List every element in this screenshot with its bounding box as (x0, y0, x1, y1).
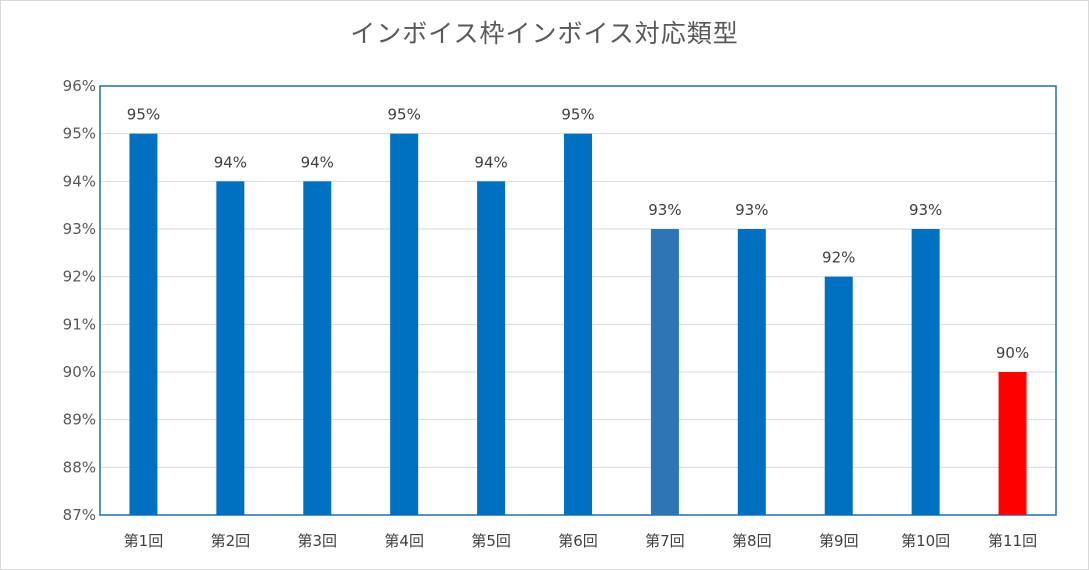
data-label: 94% (301, 153, 334, 171)
x-tick-label: 第10回 (901, 532, 950, 550)
bar (564, 133, 592, 515)
y-tick-label: 91% (63, 315, 96, 333)
y-tick-label: 94% (63, 172, 96, 190)
y-tick-label: 87% (63, 506, 96, 524)
x-tick-label: 第3回 (297, 532, 337, 550)
bar (216, 181, 245, 516)
y-tick-label: 95% (63, 125, 96, 143)
data-label: 95% (127, 106, 160, 124)
data-label: 94% (474, 153, 507, 171)
y-tick-label: 96% (63, 77, 96, 95)
data-label: 95% (388, 106, 421, 124)
x-tick-label: 第11回 (988, 532, 1037, 550)
x-tick-label: 第2回 (211, 532, 251, 550)
x-tick-label: 第9回 (819, 532, 859, 550)
y-tick-label: 90% (63, 363, 96, 381)
bar (477, 181, 506, 516)
bar (650, 229, 679, 515)
bar (824, 276, 853, 515)
data-label: 94% (214, 153, 247, 171)
x-tick-label: 第8回 (732, 532, 772, 550)
x-tick-label: 第1回 (124, 532, 164, 550)
x-tick-label: 第6回 (558, 532, 598, 550)
y-tick-label: 89% (63, 411, 96, 429)
bar (737, 229, 766, 515)
x-tick-label: 第4回 (384, 532, 424, 550)
data-label: 95% (561, 106, 594, 124)
x-tick-label: 第5回 (471, 532, 511, 550)
bar (998, 372, 1027, 515)
data-label: 93% (648, 201, 681, 219)
y-tick-label: 88% (63, 458, 96, 476)
data-label: 92% (822, 249, 855, 267)
bar (390, 133, 419, 515)
chart-title: インボイス枠インボイス対応類型 (350, 19, 739, 48)
data-label: 93% (909, 201, 942, 219)
bar (129, 133, 158, 515)
data-label: 90% (996, 344, 1029, 362)
bar (911, 229, 940, 515)
x-tick-label: 第7回 (645, 532, 685, 550)
y-tick-label: 92% (63, 268, 96, 286)
bar (303, 181, 332, 516)
data-label: 93% (735, 201, 768, 219)
y-tick-label: 93% (63, 220, 96, 238)
